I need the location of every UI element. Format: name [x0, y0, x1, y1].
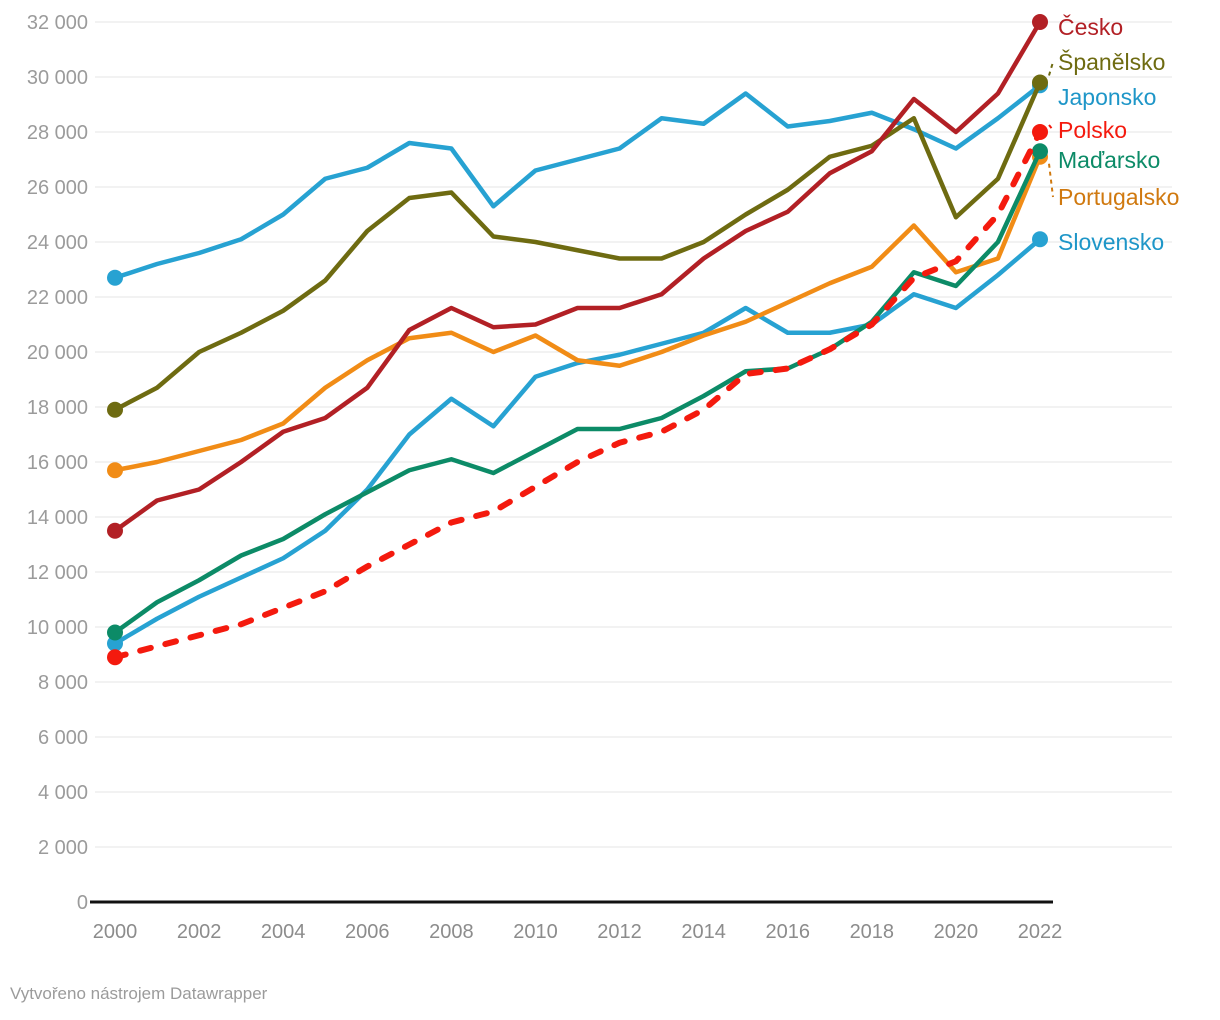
series-line-Japonsko	[112, 83, 1043, 280]
series-label-Česko: Česko	[1058, 13, 1123, 40]
y-tick-label-8000: 8 000	[38, 672, 88, 694]
y-tick-label-12000: 12 000	[27, 562, 88, 584]
series-start-dot-Portugalsko	[107, 462, 123, 479]
series-line-Portugalsko	[112, 154, 1043, 473]
x-tick-label-2020: 2020	[934, 921, 979, 943]
y-tick-label-2000: 2 000	[38, 837, 88, 859]
label-leader-Portugalsko	[1048, 163, 1054, 198]
series-end-dot-Česko	[1032, 14, 1049, 30]
y-tick-label-10000: 10 000	[27, 617, 88, 639]
series-start-dot-Polsko	[107, 649, 123, 666]
y-tick-label-14000: 14 000	[27, 507, 88, 529]
series-start-dot-Španělsko	[107, 401, 123, 418]
x-tick-label-2018: 2018	[850, 921, 895, 943]
series-label-Japonsko: Japonsko	[1058, 84, 1156, 110]
series-label-Maďarsko: Maďarsko	[1058, 147, 1160, 173]
series-label-Španělsko: Španělsko	[1058, 48, 1165, 75]
y-tick-label-0: 0	[77, 892, 88, 914]
x-tick-label-2012: 2012	[597, 921, 642, 943]
y-tick-label-20000: 20 000	[27, 342, 88, 364]
x-tick-label-2004: 2004	[261, 921, 306, 943]
series-line-Polsko	[112, 129, 1044, 661]
y-tick-label-26000: 26 000	[27, 177, 88, 199]
y-tick-label-4000: 4 000	[38, 782, 88, 804]
y-tick-label-30000: 30 000	[27, 67, 88, 89]
y-tick-label-32000: 32 000	[27, 12, 88, 34]
line-chart-svg: 0 2 000 4 000 6 000 8 000 10 000 12 000 14 000 1…	[27, 12, 1180, 943]
series-start-dot-Maďarsko	[107, 624, 123, 641]
series-label-Slovensko: Slovensko	[1058, 229, 1164, 255]
series-label-Portugalsko: Portugalsko	[1058, 184, 1179, 210]
series-end-dot-Maďarsko	[1032, 143, 1049, 160]
series-start-dot-Česko	[107, 522, 123, 539]
x-tick-label-2014: 2014	[681, 921, 726, 943]
series-label-Polsko: Polsko	[1058, 117, 1127, 143]
series-line-Česko	[112, 19, 1043, 533]
datawrapper-credit: Vytvořeno nástrojem Datawrapper	[10, 984, 268, 1003]
y-tick-label-16000: 16 000	[27, 452, 88, 474]
x-tick-label-2010: 2010	[513, 921, 558, 943]
series-start-dot-Slovensko	[107, 635, 123, 652]
y-tick-label-22000: 22 000	[27, 287, 88, 309]
x-tick-label-2002: 2002	[177, 921, 222, 943]
series-line-Slovensko	[112, 237, 1043, 646]
x-tick-label-2000: 2000	[93, 921, 138, 943]
series-start-dot-Japonsko	[107, 269, 123, 286]
chart-area: 0 2 000 4 000 6 000 8 000 10 000 12 000 14 000 1…	[27, 12, 1180, 943]
x-tick-label-2016: 2016	[765, 921, 810, 943]
y-tick-label-24000: 24 000	[27, 232, 88, 254]
y-tick-label-18000: 18 000	[27, 397, 88, 419]
label-leader-Polsko	[1048, 124, 1054, 131]
series-end-dot-Slovensko	[1032, 231, 1049, 248]
series-line-Maďarsko	[112, 149, 1043, 635]
x-tick-label-2006: 2006	[345, 921, 390, 943]
x-tick-label-2022: 2022	[1018, 921, 1063, 943]
label-leader-Španělsko	[1048, 61, 1054, 76]
x-tick-label-2008: 2008	[429, 921, 474, 943]
y-tick-label-28000: 28 000	[27, 122, 88, 144]
series-end-dot-Španělsko	[1032, 74, 1049, 91]
y-tick-label-6000: 6 000	[38, 727, 88, 749]
series-end-dot-Polsko	[1032, 124, 1049, 140]
